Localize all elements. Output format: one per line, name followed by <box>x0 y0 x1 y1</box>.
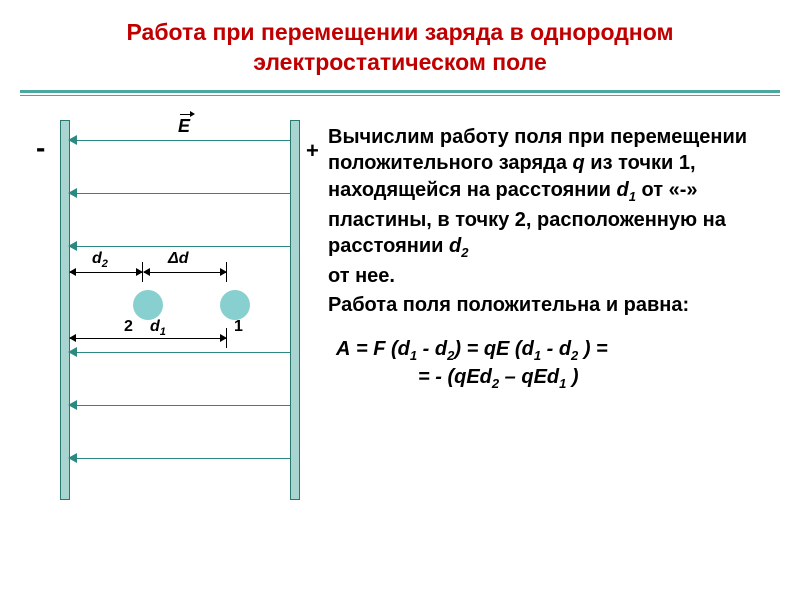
field-line <box>70 458 290 459</box>
arrow-left-icon <box>68 453 77 463</box>
field-line <box>70 246 290 247</box>
label-d1: d1 <box>150 318 166 338</box>
label-point-2: 2 <box>124 318 133 336</box>
arrow-left-icon <box>69 268 76 276</box>
e-letter: E <box>178 116 190 136</box>
field-line <box>70 405 290 406</box>
underline-thick <box>20 90 780 93</box>
tick-dd <box>226 262 227 282</box>
plate-negative <box>60 120 70 500</box>
sym-d2-sub: 2 <box>461 245 468 260</box>
field-line <box>70 193 290 194</box>
slide-title: Работа при перемещении заряда в однородн… <box>0 0 800 86</box>
dim-d2 <box>70 272 142 273</box>
e-vector-label: E <box>178 116 190 137</box>
d2-sub: 2 <box>102 258 108 270</box>
para-3: от нее. <box>328 263 786 289</box>
d2-text: d <box>92 250 102 267</box>
charge-point-1 <box>220 290 250 320</box>
arrow-left-icon <box>68 347 77 357</box>
arrow-left-icon <box>143 268 150 276</box>
explanation-text: Вычислим работу поля при перемещении пол… <box>310 110 790 550</box>
p1c: от «-» <box>636 179 698 201</box>
minus-sign: - <box>36 132 45 164</box>
para-4: Работа поля положительна и равна: <box>328 292 786 318</box>
field-line <box>70 352 290 353</box>
tick-d1 <box>226 328 227 348</box>
p2a: пластины, в точку 2, расположенную на ра… <box>328 209 726 257</box>
sym-d1: d <box>617 179 629 201</box>
vector-arrow-icon <box>180 111 194 118</box>
arrow-left-icon <box>68 400 77 410</box>
content-row: - + E d2 Δd <box>0 98 800 550</box>
title-line1: Работа при перемещении заряда в однородн… <box>127 19 674 45</box>
formula-line-2: = - (qEd2 – qEd1 ) <box>336 364 786 392</box>
sym-d1-sub: 1 <box>629 189 636 204</box>
delta-d-text: Δd <box>168 250 189 267</box>
f1b: - d <box>417 338 447 360</box>
para-1: Вычислим работу поля при перемещении пол… <box>328 124 786 205</box>
d1-text: d <box>150 318 160 335</box>
sym-q: q <box>573 152 585 174</box>
arrow-left-icon <box>68 135 77 145</box>
label-delta-d: Δd <box>168 250 189 268</box>
plate-positive <box>290 120 300 500</box>
f2c: ) <box>566 366 578 388</box>
arrow-left-icon <box>69 334 76 342</box>
underline-thin <box>20 95 780 96</box>
f2b: – qEd <box>499 366 559 388</box>
sym-d2: d <box>449 235 461 257</box>
f1d: - d <box>541 338 571 360</box>
field-line <box>70 140 290 141</box>
arrow-left-icon <box>68 188 77 198</box>
field-diagram: - + E d2 Δd <box>10 110 310 550</box>
title-underline <box>20 90 780 98</box>
label-d2: d2 <box>92 250 108 270</box>
d1-sub: 1 <box>160 326 166 338</box>
dim-delta-d <box>144 272 226 273</box>
f2a: = - (qEd <box>418 366 492 388</box>
dim-d1 <box>70 338 226 339</box>
f1e: ) = <box>578 338 607 360</box>
fs3: 1 <box>534 348 541 363</box>
para-2: пластины, в точку 2, расположенную на ра… <box>328 207 786 262</box>
title-line2: электростатическом поле <box>253 49 547 75</box>
arrow-left-icon <box>68 241 77 251</box>
label-point-1: 1 <box>234 318 243 336</box>
plus-sign: + <box>306 138 319 164</box>
formula-block: А = F (d1 - d2) = qE (d1 - d2 ) = = - (q… <box>328 336 786 392</box>
formula-line-1: А = F (d1 - d2) = qE (d1 - d2 ) = <box>336 336 786 364</box>
f1c: ) = qE (d <box>454 338 533 360</box>
charge-point-2 <box>133 290 163 320</box>
f1a: А = F (d <box>336 338 410 360</box>
